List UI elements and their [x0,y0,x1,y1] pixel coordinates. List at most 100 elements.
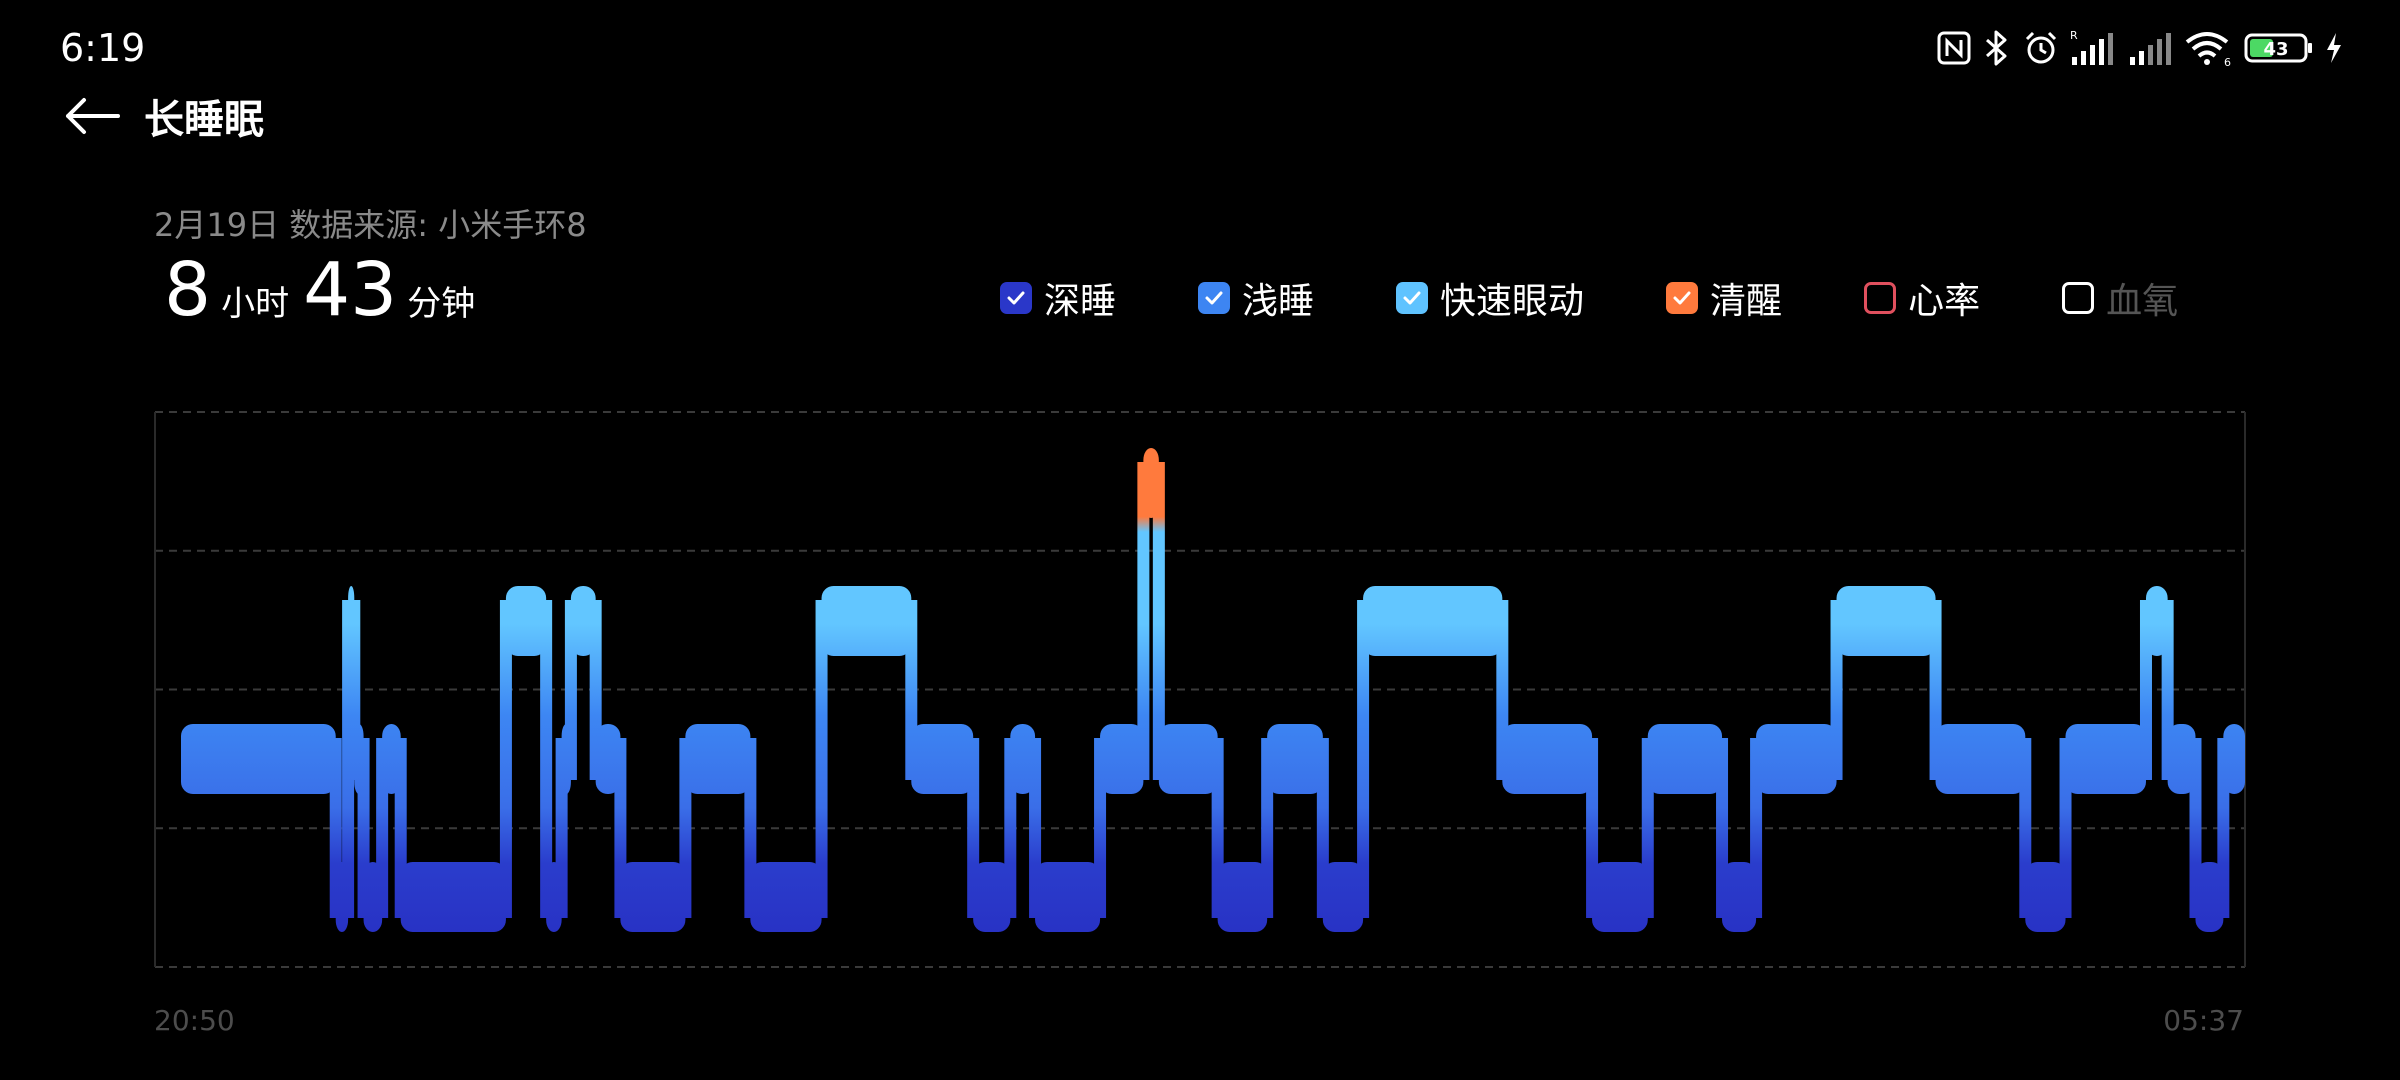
stage-transition [2059,738,2072,918]
date-source-text: 2月19日 数据来源: 小米手环8 [154,206,587,244]
nfc-icon [1937,31,1971,65]
stage-bar-light [1935,724,2026,794]
battery-icon: 43 [2244,33,2312,63]
stage-bar-deep [1322,862,1364,932]
duration-minutes-unit: 分钟 [407,284,476,324]
checkbox-rem[interactable] [1396,282,1429,314]
stage-bar-deep [2195,862,2224,932]
stage-bar-deep [973,862,1011,932]
legend-item-heart-rate[interactable]: 心率 [1864,272,1980,324]
legend-label-heart-rate: 心率 [1908,281,1981,322]
stage-transition [1830,600,1843,780]
legend-item-blood-oxygen[interactable]: 血氧 [2062,272,2178,324]
stage-bar-deep [2025,862,2066,932]
stage-bar-deep [1592,862,1648,932]
stage-transition [1316,738,1329,918]
stage-transition [540,600,553,918]
stage-bar-light [1267,724,1323,794]
stage-bar-deep [620,862,686,932]
stage-bar-rem [1363,586,1503,656]
charging-icon [2327,33,2341,63]
signal-icon: R [2070,29,2113,65]
stage-transition [679,738,692,918]
x-axis-end-label: 05:37 [2163,1004,2244,1037]
stage-transition [1029,738,1042,918]
stage-bar-deep [750,862,822,932]
back-button[interactable] [62,86,132,146]
signal-roaming-label: R [2070,29,2078,42]
legend-item-awake[interactable]: 清醒 [1666,272,1782,324]
stage-transition [1496,600,1509,780]
stage-transition [2217,738,2230,918]
stage-transition [329,738,342,918]
stage-bar-rem [1836,586,1936,656]
checkbox-light-sleep[interactable] [1198,282,1231,314]
stage-transition [555,738,568,918]
legend-item-deep-sleep[interactable]: 深睡 [1000,272,1116,324]
legend-label-light-sleep: 浅睡 [1242,281,1315,322]
stage-transition [2139,600,2152,780]
legend-label-rem: 快速眼动 [1440,281,1585,322]
stage-transition [1586,738,1599,918]
duration-hours-unit: 小时 [221,284,290,324]
stage-transition [376,738,389,918]
stage-bar-deep [1217,862,1268,932]
legend-item-rem[interactable]: 快速眼动 [1396,272,1584,324]
stage-transition [1261,738,1274,918]
page-title: 长睡眠 [144,97,264,143]
stage-transition [2019,738,2032,918]
battery-level: 43 [2263,39,2288,60]
chart-connectors [329,462,2230,918]
stage-bar-light [595,724,621,794]
header: 长睡眠 [62,86,264,146]
stage-bar-deep [1035,862,1101,932]
stage-bar-light [1010,724,1036,794]
stage-transition [905,600,918,780]
chart-grid [154,411,2246,968]
stage-bar-rem [821,586,912,656]
status-time: 6:19 [60,26,146,70]
checkbox-heart-rate[interactable] [1864,282,1897,314]
wifi-label: 6 [2224,56,2231,67]
stage-transition [1357,600,1370,918]
stage-transition [357,738,370,918]
stage-bar-light [2167,724,2196,794]
stage-transition [614,738,627,918]
signal-icon [2130,33,2171,65]
stage-bar-light [1158,724,1218,794]
stage-transition [1094,738,1107,918]
legend-label-blood-oxygen: 血氧 [2106,281,2179,322]
legend-item-light-sleep[interactable]: 浅睡 [1198,272,1314,324]
duration-minutes: 43 [303,247,398,333]
stage-transition [1004,738,1017,918]
checkbox-blood-oxygen[interactable] [2062,282,2095,314]
stage-bar-light [911,724,974,794]
duration-hours: 8 [164,247,212,333]
stage-transition [1716,738,1729,918]
stage-transition [348,600,361,780]
stage-transition [589,600,602,780]
stage-transition [815,600,828,918]
stage-transition [2161,600,2174,780]
status-icons: R 6 43 [1936,26,2344,70]
legend: 深睡 浅睡 快速眼动 清醒 心率 血氧 [1000,270,2178,326]
stage-transition [564,600,577,780]
wifi-icon: 6 [2185,32,2231,67]
stage-transition [744,738,757,918]
stage-transition [1641,738,1654,918]
checkbox-deep-sleep[interactable] [1000,282,1032,314]
stage-bar-deep [1722,862,1757,932]
stage-transition [1929,600,1942,780]
stage-transition [394,738,407,918]
stage-transition [2189,738,2202,918]
x-axis-start-label: 20:50 [154,1004,235,1037]
checkbox-awake[interactable] [1666,282,1699,314]
stage-bar-light [1502,724,1593,794]
arrow-left-icon [66,98,120,134]
stage-transition [1137,462,1150,780]
chart-stages [181,448,2245,932]
stage-transition [1211,738,1224,918]
stage-transition [967,738,980,918]
stage-bar-light [1647,724,1723,794]
